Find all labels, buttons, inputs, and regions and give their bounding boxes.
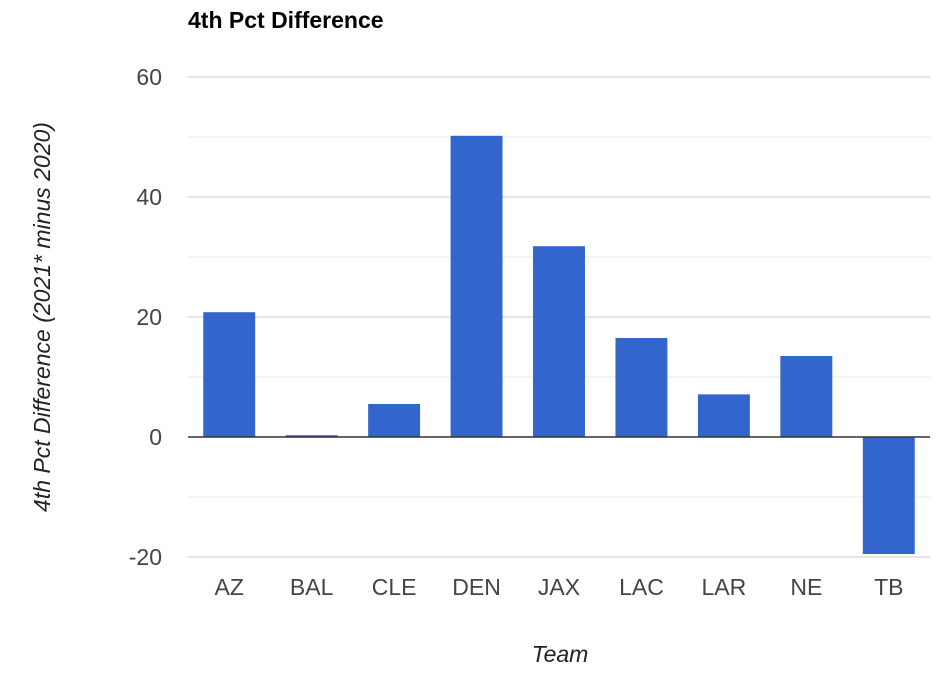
bar-den [450,135,503,438]
x-tick-label: CLE [372,574,417,600]
bar-ne [780,356,833,437]
x-tick-label: LAR [702,574,747,600]
bar-tb [862,437,915,554]
chart-title: 4th Pct Difference [188,7,384,33]
bar-cle [368,404,421,437]
y-tick-label: 60 [136,64,162,90]
y-tick-label: 20 [136,304,162,330]
x-tick-label: AZ [215,574,244,600]
bar-lar [697,394,750,437]
x-axis-label: Team [532,641,589,667]
bar-lac [615,338,668,437]
y-tick-label: -20 [129,544,162,570]
y-axis-label: 4th Pct Difference (2021* minus 2020) [29,122,55,512]
x-tick-label: BAL [290,574,334,600]
bar-bal [285,435,338,437]
y-tick-label: 0 [149,424,162,450]
x-tick-label: JAX [538,574,580,600]
y-tick-label: 40 [136,184,162,210]
x-tick-label: TB [874,574,903,600]
x-tick-label: NE [790,574,822,600]
x-tick-label: LAC [619,574,664,600]
bar-jax [533,246,585,437]
y-axis-ticks: -20 0 20 40 60 [129,64,162,570]
bars [203,135,915,554]
bar-az [203,312,256,437]
x-tick-label: DEN [452,574,501,600]
x-axis-ticks: AZ BAL CLE DEN JAX LAC LAR NE TB [215,574,904,600]
